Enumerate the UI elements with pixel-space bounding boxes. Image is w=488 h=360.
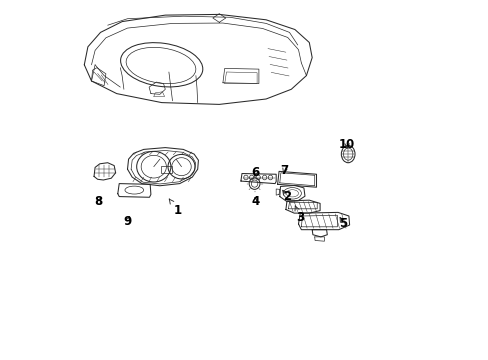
Text: 5: 5: [339, 217, 347, 230]
Text: 9: 9: [123, 215, 131, 228]
Text: 7: 7: [280, 165, 287, 177]
Text: 1: 1: [169, 199, 182, 217]
Text: 8: 8: [94, 195, 102, 208]
Text: 10: 10: [338, 138, 354, 150]
Text: 6: 6: [251, 166, 259, 179]
Text: 4: 4: [251, 195, 259, 208]
Text: 3: 3: [294, 206, 304, 224]
Text: 2: 2: [282, 190, 290, 203]
